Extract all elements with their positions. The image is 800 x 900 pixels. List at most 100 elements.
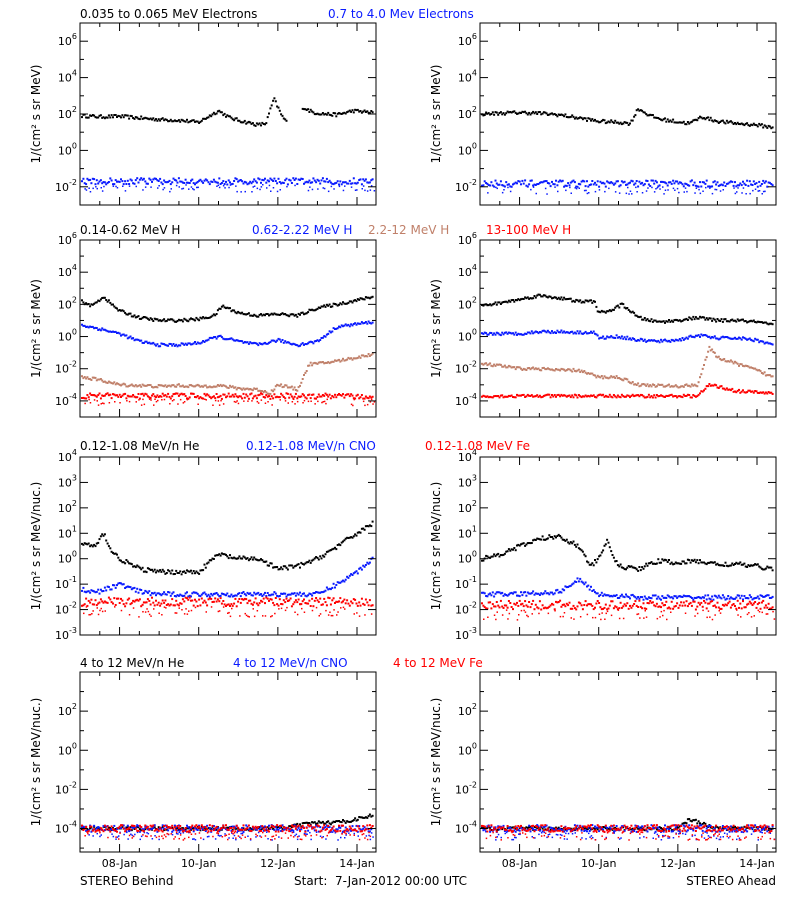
data-point bbox=[510, 591, 513, 594]
data-point bbox=[308, 393, 311, 396]
data-point bbox=[510, 366, 513, 369]
data-point bbox=[342, 579, 344, 582]
data-point bbox=[208, 559, 211, 562]
data-point bbox=[701, 367, 704, 370]
data-point bbox=[90, 115, 93, 117]
data-point bbox=[134, 826, 137, 829]
data-point bbox=[584, 600, 587, 603]
data-point bbox=[719, 121, 722, 123]
data-point bbox=[257, 315, 260, 318]
data-point bbox=[264, 123, 266, 126]
data-point bbox=[758, 392, 761, 394]
data-point bbox=[576, 117, 579, 120]
data-point bbox=[173, 320, 176, 323]
data-point bbox=[336, 581, 339, 584]
data-point bbox=[156, 569, 159, 572]
data-point bbox=[297, 593, 300, 596]
data-point bbox=[760, 123, 763, 126]
data-point bbox=[134, 599, 137, 602]
data-point bbox=[704, 118, 707, 121]
data-point bbox=[134, 833, 136, 836]
data-point bbox=[758, 180, 761, 183]
data-point bbox=[144, 601, 147, 604]
data-point bbox=[673, 385, 676, 388]
data-point bbox=[366, 181, 369, 184]
data-point bbox=[260, 390, 262, 392]
data-point bbox=[712, 317, 715, 320]
data-point bbox=[639, 393, 642, 396]
data-point bbox=[555, 368, 557, 370]
data-point bbox=[163, 318, 166, 321]
data-point bbox=[770, 322, 773, 325]
data-point bbox=[666, 320, 669, 323]
data-point bbox=[153, 824, 156, 827]
data-point bbox=[625, 192, 628, 195]
data-point bbox=[647, 339, 650, 342]
data-point bbox=[281, 339, 284, 341]
data-point bbox=[113, 331, 116, 333]
data-point bbox=[237, 386, 240, 389]
data-point bbox=[315, 340, 318, 342]
data-point bbox=[642, 567, 645, 570]
data-point bbox=[689, 601, 692, 604]
data-point bbox=[611, 396, 614, 399]
data-point bbox=[654, 385, 657, 388]
data-point bbox=[581, 179, 584, 182]
data-point bbox=[483, 395, 486, 398]
data-point bbox=[246, 387, 249, 390]
data-point bbox=[198, 122, 201, 124]
data-point bbox=[274, 592, 277, 595]
data-point bbox=[242, 598, 245, 601]
data-point bbox=[163, 606, 166, 608]
data-point bbox=[611, 554, 614, 556]
data-point bbox=[277, 384, 280, 387]
data-point bbox=[700, 601, 703, 604]
data-point bbox=[196, 605, 199, 608]
data-point bbox=[351, 301, 354, 304]
data-point bbox=[501, 184, 504, 187]
data-point bbox=[360, 597, 363, 600]
data-point bbox=[768, 342, 771, 345]
data-point bbox=[371, 556, 374, 559]
data-point bbox=[321, 554, 324, 557]
data-point bbox=[651, 186, 653, 189]
data-point bbox=[304, 312, 307, 315]
data-point bbox=[619, 601, 622, 604]
data-point bbox=[571, 542, 574, 545]
data-point bbox=[257, 344, 260, 347]
data-point bbox=[509, 185, 512, 188]
data-point bbox=[216, 185, 218, 187]
data-point bbox=[364, 111, 367, 113]
data-point bbox=[509, 331, 512, 334]
data-point bbox=[705, 334, 708, 337]
data-point bbox=[336, 614, 338, 616]
data-point bbox=[765, 613, 768, 615]
data-point bbox=[354, 598, 357, 601]
data-point bbox=[532, 590, 535, 593]
data-point bbox=[738, 364, 740, 367]
data-point bbox=[200, 180, 203, 183]
data-point bbox=[721, 119, 724, 122]
data-point bbox=[520, 333, 522, 336]
data-point bbox=[110, 588, 113, 591]
data-point bbox=[528, 111, 531, 114]
data-point bbox=[335, 181, 338, 184]
data-point bbox=[273, 566, 276, 569]
data-point bbox=[188, 182, 191, 184]
y-tick-label: 10-1 bbox=[455, 575, 477, 591]
data-point bbox=[608, 187, 610, 190]
data-point bbox=[544, 330, 547, 333]
data-point bbox=[178, 186, 180, 188]
data-point bbox=[731, 318, 734, 321]
data-point bbox=[514, 331, 517, 334]
data-point bbox=[190, 392, 192, 395]
data-point bbox=[720, 564, 723, 567]
data-point bbox=[760, 183, 763, 185]
data-point bbox=[278, 109, 281, 112]
data-point bbox=[524, 296, 527, 299]
data-point bbox=[303, 394, 305, 397]
data-point bbox=[618, 306, 621, 309]
data-point bbox=[700, 561, 703, 564]
data-point bbox=[557, 393, 560, 396]
data-point bbox=[285, 341, 288, 344]
